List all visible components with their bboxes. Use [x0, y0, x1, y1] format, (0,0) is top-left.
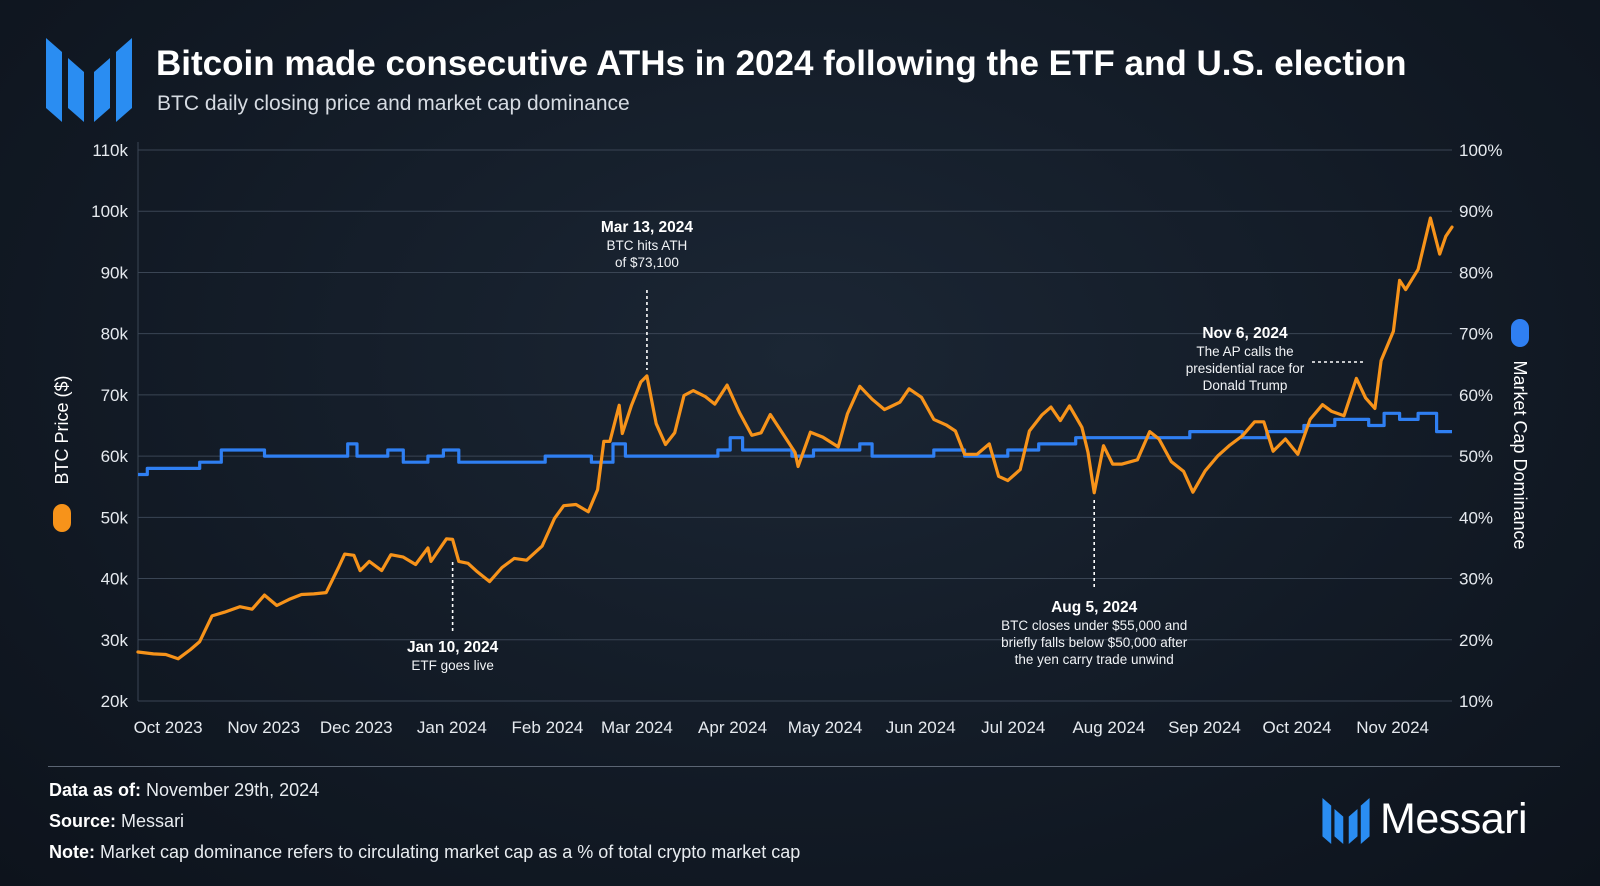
annotation-text: ETF goes live: [411, 658, 494, 673]
x-tick-label: Jan 2024: [417, 718, 487, 737]
annotation-text: briefly falls below $50,000 after: [1001, 635, 1188, 650]
x-tick-label: Mar 2024: [601, 718, 673, 737]
messari-brand-icon: [1322, 798, 1370, 844]
messari-brand: Messari: [1322, 795, 1562, 844]
series-lines: [136, 216, 1454, 661]
price-legend-swatch: [53, 504, 71, 532]
y-right-tick-label: 90%: [1459, 202, 1493, 221]
annotation-text: BTC hits ATH: [607, 238, 688, 253]
annotation-text: presidential race for: [1186, 361, 1305, 376]
source-label: Source:: [49, 811, 117, 831]
y-left-tick-label: 70k: [101, 386, 129, 405]
btc-price-dominance-chart: 20k 30k 40k 50k 60k 70k 80k 90k 100k 110k 10% 20% 30…: [52, 141, 1530, 737]
footer-divider: [48, 766, 1560, 767]
y-right-tick-label: 20%: [1459, 631, 1493, 650]
x-tick-label: Feb 2024: [512, 718, 584, 737]
y-left-axis-title: BTC Price ($): [52, 375, 72, 532]
data-as-of-value: November 29th, 2024: [146, 780, 320, 800]
annotation-leaders: [451, 290, 1366, 632]
y-left-tick-label: 40k: [101, 570, 129, 589]
dominance-series-line: [138, 411, 1452, 477]
x-tick-label: Jun 2024: [886, 718, 956, 737]
x-tick-label: Aug 2024: [1072, 718, 1145, 737]
y-right-tick-label: 100%: [1459, 141, 1502, 160]
axis-labels: 20k 30k 40k 50k 60k 70k 80k 90k 100k 110k 10% 20% 30…: [52, 141, 1530, 737]
x-tick-label: Apr 2024: [698, 718, 767, 737]
x-tick-label: Nov 2023: [227, 718, 300, 737]
annotation-text: The AP calls the: [1196, 344, 1293, 359]
y-left-tick-label: 110k: [92, 141, 128, 160]
annotation-title: Mar 13, 2024: [601, 219, 694, 236]
chart-subtitle: BTC daily closing price and market cap d…: [157, 92, 630, 115]
y-left-tick-label: 60k: [101, 447, 129, 466]
y-left-axis-label: BTC Price ($): [52, 375, 72, 484]
x-tick-label: Nov 2024: [1356, 718, 1429, 737]
footer-source: Source: Messari: [49, 811, 184, 832]
source-value: Messari: [121, 811, 185, 831]
annotation-text: BTC closes under $55,000 and: [1001, 618, 1187, 633]
messari-logo-icon: [46, 38, 132, 122]
dominance-legend-swatch: [1511, 319, 1529, 347]
y-left-tick-label: 30k: [101, 631, 129, 650]
annotation-title: Jan 10, 2024: [407, 639, 499, 656]
grid-lines: [137, 142, 1452, 702]
footer-note: Note: Market cap dominance refers to cir…: [49, 842, 800, 863]
chart-title: Bitcoin made consecutive ATHs in 2024 fo…: [156, 44, 1407, 83]
y-left-tick-label: 50k: [101, 508, 129, 527]
footer-data-as-of: Data as of: November 29th, 2024: [49, 780, 319, 801]
y-right-axis-label: Market Cap Dominance: [1510, 360, 1530, 549]
y-right-axis-title: Market Cap Dominance: [1510, 319, 1530, 550]
y-right-tick-label: 70%: [1459, 325, 1493, 344]
annotation-title: Nov 6, 2024: [1202, 325, 1288, 342]
brand-name: Messari: [1380, 795, 1528, 843]
y-right-tick-label: 60%: [1459, 386, 1493, 405]
y-left-tick-label: 80k: [101, 325, 129, 344]
y-left-tick-label: 20k: [101, 692, 129, 711]
x-tick-label: May 2024: [788, 718, 863, 737]
annotation-texts: Jan 10, 2024 ETF goes live Mar 13, 2024 BTC…: [407, 219, 1305, 673]
y-right-tick-label: 40%: [1459, 508, 1493, 527]
y-right-tick-label: 30%: [1459, 570, 1493, 589]
x-tick-label: Sep 2024: [1168, 718, 1241, 737]
y-right-tick-label: 50%: [1459, 447, 1493, 466]
annotation-title: Aug 5, 2024: [1051, 599, 1138, 616]
x-tick-label: Jul 2024: [981, 718, 1045, 737]
annotation-text: of $73,100: [615, 255, 679, 270]
data-as-of-label: Data as of:: [49, 780, 142, 800]
x-tick-label: Oct 2023: [134, 718, 203, 737]
note-value: Market cap dominance refers to circulati…: [100, 842, 801, 862]
note-label: Note:: [49, 842, 95, 862]
y-left-tick-label: 90k: [101, 263, 129, 282]
x-tick-label: Dec 2023: [320, 718, 393, 737]
annotation-text: the yen carry trade unwind: [1015, 652, 1174, 667]
y-left-tick-label: 100k: [91, 202, 128, 221]
y-right-tick-label: 80%: [1459, 263, 1493, 282]
y-right-tick-label: 10%: [1459, 692, 1493, 711]
price-series-line: [136, 216, 1454, 661]
x-tick-label: Oct 2024: [1263, 718, 1332, 737]
annotation-text: Donald Trump: [1203, 378, 1288, 393]
